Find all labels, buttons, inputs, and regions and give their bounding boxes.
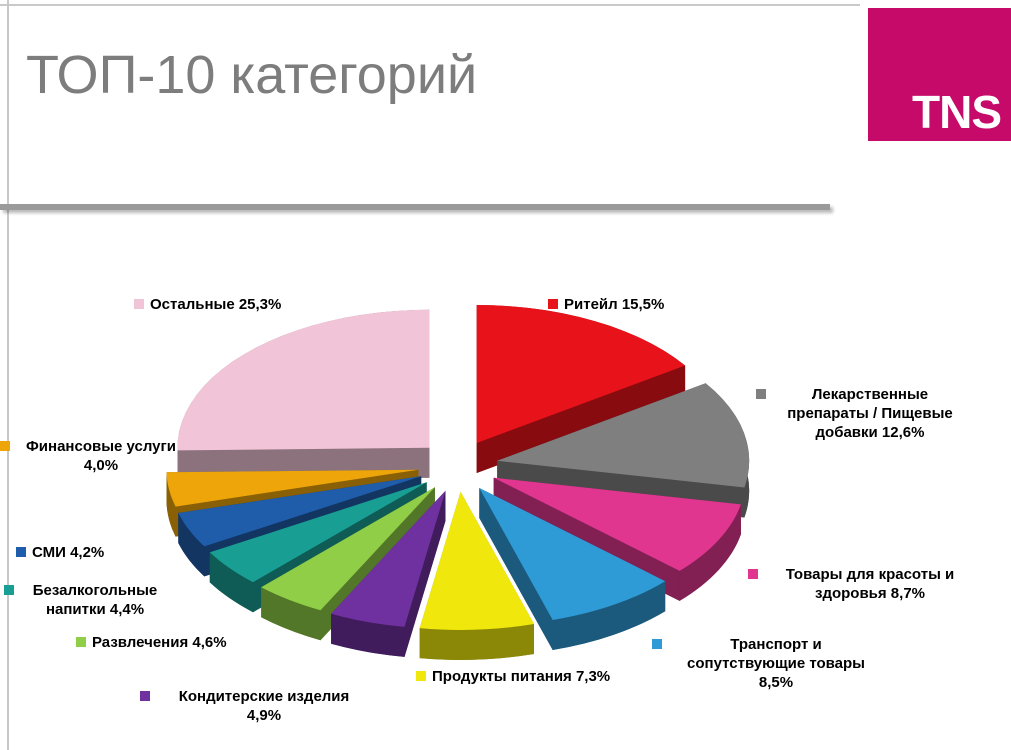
- legend-swatch: [134, 299, 144, 309]
- pie-label-6: Кондитерские изделия 4,9%: [140, 688, 372, 726]
- title-divider: [0, 204, 830, 210]
- pie-label-10: Финансовые услуги 4,0%: [0, 438, 186, 476]
- page-title: ТОП-10 категорий: [26, 45, 478, 105]
- pie-slice-face: [493, 477, 741, 571]
- pie-label-text: Ритейл 15,5%: [564, 296, 665, 313]
- pie-slice-face: [209, 482, 427, 583]
- pie-slice-face: [177, 309, 430, 451]
- legend-swatch: [748, 569, 758, 579]
- slide-top-border: [0, 4, 860, 6]
- pie-label-text: Безалкогольные напитки 4,4%: [32, 582, 158, 618]
- legend-swatch: [16, 547, 26, 557]
- pie-label-3: Товары для красоты и здоровья 8,7%: [748, 566, 976, 604]
- pie-label-text: СМИ 4,2%: [32, 544, 105, 561]
- pie-slice-side: [479, 488, 553, 650]
- legend-swatch: [652, 639, 662, 649]
- pie-label-text: Транспорт и сопутствующие товары 8,5%: [687, 636, 865, 691]
- pie-slice-rim: [261, 587, 321, 641]
- pie-label-5: Продукты питания 7,3%: [416, 668, 636, 687]
- pie-label-2: Лекарственные препараты / Пищевые добавк…: [756, 386, 968, 442]
- pie-slice-face: [178, 476, 422, 547]
- pie-slice-face: [479, 488, 666, 620]
- pie-label-4: Транспорт и сопутствующие товары 8,5%: [652, 636, 884, 692]
- pie-slice-side: [476, 365, 686, 473]
- tns-logo: TNS: [868, 8, 1011, 141]
- tns-logo-text: TNS: [912, 86, 1002, 138]
- pie-label-9: СМИ 4,2%: [16, 544, 136, 563]
- pie-slice-face: [166, 469, 419, 507]
- pie-label-8: Безалкогольные напитки 4,4%: [4, 582, 170, 620]
- pie-label-text: Финансовые услуги 4,0%: [26, 438, 176, 474]
- pie-label-11: Остальные 25,3%: [134, 296, 324, 315]
- legend-swatch: [76, 637, 86, 647]
- pie-slice-face: [497, 383, 750, 488]
- pie-slice-5: [419, 491, 534, 660]
- legend-swatch: [4, 585, 14, 595]
- pie-label-text: Развлечения 4,6%: [92, 634, 227, 651]
- pie-slice-side: [404, 490, 446, 657]
- pie-slice-rim: [679, 504, 741, 601]
- pie-slice-rim: [552, 581, 666, 650]
- pie-slice-face: [261, 487, 435, 611]
- pie-label-text: Остальные 25,3%: [150, 296, 282, 313]
- pie-slice-2: [497, 383, 750, 518]
- legend-swatch: [140, 691, 150, 701]
- pie-label-text: Лекарственные препараты / Пищевые добавк…: [787, 386, 953, 441]
- pie-slice-rim: [166, 472, 176, 537]
- legend-swatch: [0, 441, 10, 451]
- pie-slice-4: [479, 488, 666, 650]
- pie-label-7: Развлечения 4,6%: [76, 634, 256, 653]
- pie-slice-rim: [331, 613, 405, 657]
- legend-swatch: [548, 299, 558, 309]
- pie-slice-1: [476, 305, 686, 473]
- pie-slice-face: [331, 490, 446, 627]
- pie-slice-rim: [419, 624, 534, 660]
- pie-slice-face: [476, 305, 686, 443]
- pie-label-text: Продукты питания 7,3%: [432, 668, 611, 685]
- pie-label-text: Товары для красоты и здоровья 8,7%: [785, 566, 955, 602]
- pie-label-1: Ритейл 15,5%: [548, 296, 688, 315]
- legend-swatch: [416, 671, 426, 681]
- pie-slice-rim: [178, 513, 205, 577]
- pie-label-text: Кондитерские изделия 4,9%: [178, 688, 350, 724]
- slide-left-border: [7, 0, 9, 750]
- legend-swatch: [756, 389, 766, 399]
- pie-slice-6: [331, 490, 446, 657]
- pie-slice-rim: [209, 552, 253, 613]
- pie-slice-face: [419, 491, 534, 630]
